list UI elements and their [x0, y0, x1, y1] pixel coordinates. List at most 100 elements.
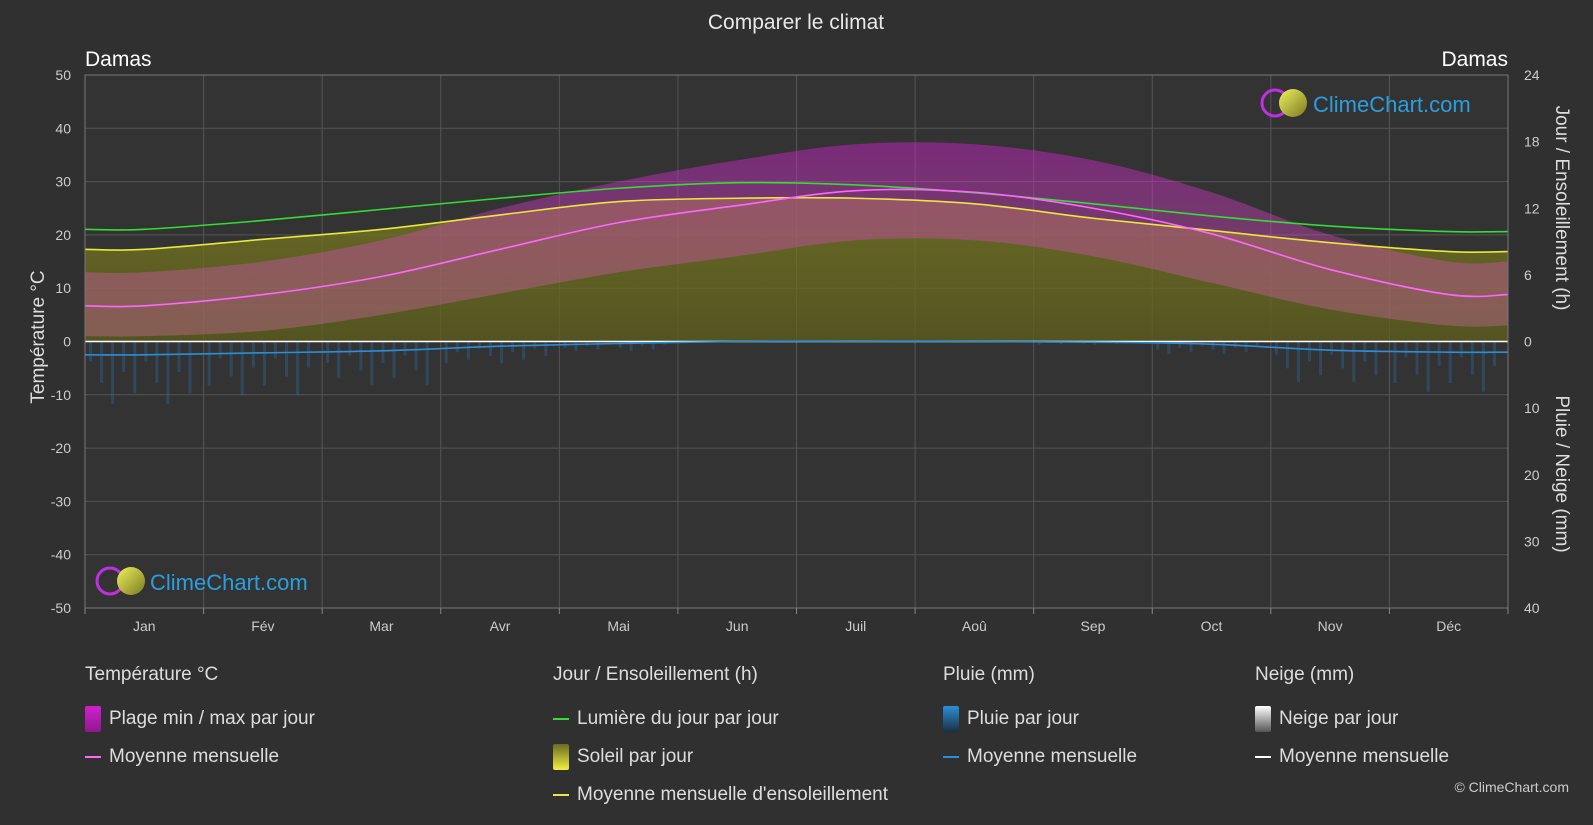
- rain-bar: [403, 341, 407, 356]
- rain-bar: [1059, 341, 1063, 345]
- rain-bar: [381, 341, 385, 363]
- y-right-bottom-label: Pluie / Neige (mm): [1551, 395, 1572, 552]
- rain-bar: [307, 341, 311, 368]
- y-right-top-tick: 18: [1524, 134, 1540, 150]
- rain-bar: [500, 341, 504, 364]
- rain-bar: [425, 341, 429, 386]
- x-tick-label: Jun: [726, 618, 749, 634]
- y-left-tick: -50: [51, 600, 71, 616]
- legend-item: Moyenne mensuelle: [943, 738, 1137, 776]
- rain-swatch-icon: [943, 706, 959, 732]
- x-tick-label: Juil: [845, 618, 866, 634]
- rain-bar: [133, 341, 137, 394]
- daylight-line: [84, 181, 1509, 233]
- legend-item: Neige par jour: [1255, 700, 1449, 738]
- x-tick-label: Jan: [133, 618, 156, 634]
- line-swatch-icon: [553, 718, 569, 720]
- rain-bar: [1341, 341, 1345, 369]
- y-right-bottom-tick: 20: [1524, 467, 1540, 483]
- y-left-tick: -30: [51, 493, 71, 509]
- plot-frame: [84, 74, 1509, 609]
- rain-bar: [207, 341, 211, 386]
- legend-rain: Pluie (mm) Pluie par jour Moyenne mensue…: [943, 664, 1137, 776]
- legend-item: Moyenne mensuelle d'ensoleillement: [553, 776, 888, 814]
- rain-bar: [1211, 341, 1215, 350]
- rain-bar: [414, 341, 418, 371]
- rain-bar: [155, 341, 159, 383]
- x-tick-label: Avr: [490, 618, 511, 634]
- rain-bar: [348, 341, 352, 356]
- y-left-tick: 10: [55, 280, 71, 296]
- rain-bar: [1404, 341, 1408, 358]
- rain-bar: [651, 341, 655, 350]
- legend-item: Plage min / max par jour: [85, 700, 315, 738]
- logo-sun-icon: [1279, 89, 1307, 117]
- rain-bar: [122, 341, 126, 373]
- rain-bar: [229, 341, 233, 377]
- rain-bar: [1319, 341, 1323, 376]
- rain-bar: [1330, 341, 1334, 355]
- rain-bar: [1308, 341, 1312, 362]
- rain-bar: [455, 341, 459, 353]
- rain-bar: [511, 341, 515, 353]
- rain-bar: [392, 341, 396, 378]
- x-tick-label: Oct: [1201, 618, 1223, 634]
- temperature-range-band: [85, 142, 1508, 337]
- rain-bar: [488, 341, 492, 356]
- rain-bar: [544, 341, 548, 356]
- legend-label: Neige par jour: [1279, 708, 1399, 729]
- legend-label: Moyenne mensuelle d'ensoleillement: [577, 784, 888, 805]
- rain-bar: [284, 341, 288, 377]
- rain-bar: [1374, 341, 1378, 376]
- brand-logo-top[interactable]: ClimeChart.com: [1260, 88, 1471, 118]
- rain-bar: [1459, 341, 1463, 358]
- y-left-label: Température °C: [28, 270, 49, 403]
- y-right-top-tick: 24: [1524, 67, 1540, 83]
- series-layer: [84, 142, 1509, 405]
- rain-bar: [337, 341, 341, 378]
- x-tick-label: Mar: [369, 618, 393, 634]
- rain-bar: [1189, 341, 1193, 352]
- rain-bar: [100, 341, 104, 383]
- copyright: © ClimeChart.com: [1454, 779, 1569, 795]
- chart-title: Comparer le climat: [708, 11, 884, 34]
- snow-swatch-icon: [1255, 706, 1271, 732]
- x-tick-label: Fév: [251, 618, 274, 634]
- y-right-top-tick: 6: [1524, 267, 1532, 283]
- legend-label: Moyenne mensuelle: [967, 746, 1138, 767]
- rain-bar: [522, 341, 526, 360]
- temperature-mean-line: [84, 188, 1509, 308]
- y-left-tick: 50: [55, 67, 71, 83]
- legend-label: Moyenne mensuelle: [109, 746, 280, 767]
- rain-bar: [1167, 341, 1171, 355]
- rain-bar: [240, 341, 244, 395]
- location-right: Damas: [1441, 48, 1508, 71]
- legend-item: Soleil par jour: [553, 738, 888, 776]
- rain-bar: [1092, 341, 1096, 345]
- legend-title: Jour / Ensoleillement (h): [553, 664, 758, 685]
- x-tick-label: Sep: [1080, 618, 1105, 634]
- rain-bar: [177, 341, 181, 373]
- legend-item: Pluie par jour: [943, 700, 1137, 738]
- rain-bar: [574, 341, 578, 351]
- rain-bar: [111, 341, 115, 405]
- rain-bar: [1437, 341, 1441, 367]
- rain-bar: [1426, 341, 1430, 392]
- line-swatch-icon: [943, 756, 959, 758]
- rain-bar: [166, 341, 170, 405]
- legend-snow: Neige (mm) Neige par jour Moyenne mensue…: [1255, 664, 1449, 776]
- rain-bar: [218, 341, 222, 359]
- y-left-tick: -10: [51, 387, 71, 403]
- rain-bar: [629, 341, 633, 351]
- y-right-bottom-tick: 40: [1524, 600, 1540, 616]
- legend-title: Neige (mm): [1255, 664, 1355, 685]
- rain-bar: [144, 341, 148, 362]
- y-right-top-tick: 0: [1524, 334, 1532, 350]
- legend-label: Lumière du jour par jour: [577, 708, 779, 729]
- rain-mean-line: [84, 340, 1509, 356]
- rain-bar: [1156, 341, 1160, 350]
- x-tick-label: Mai: [607, 618, 630, 634]
- brand-logo-bottom[interactable]: ClimeChart.com: [95, 566, 308, 596]
- legend-label: Pluie par jour: [967, 708, 1079, 729]
